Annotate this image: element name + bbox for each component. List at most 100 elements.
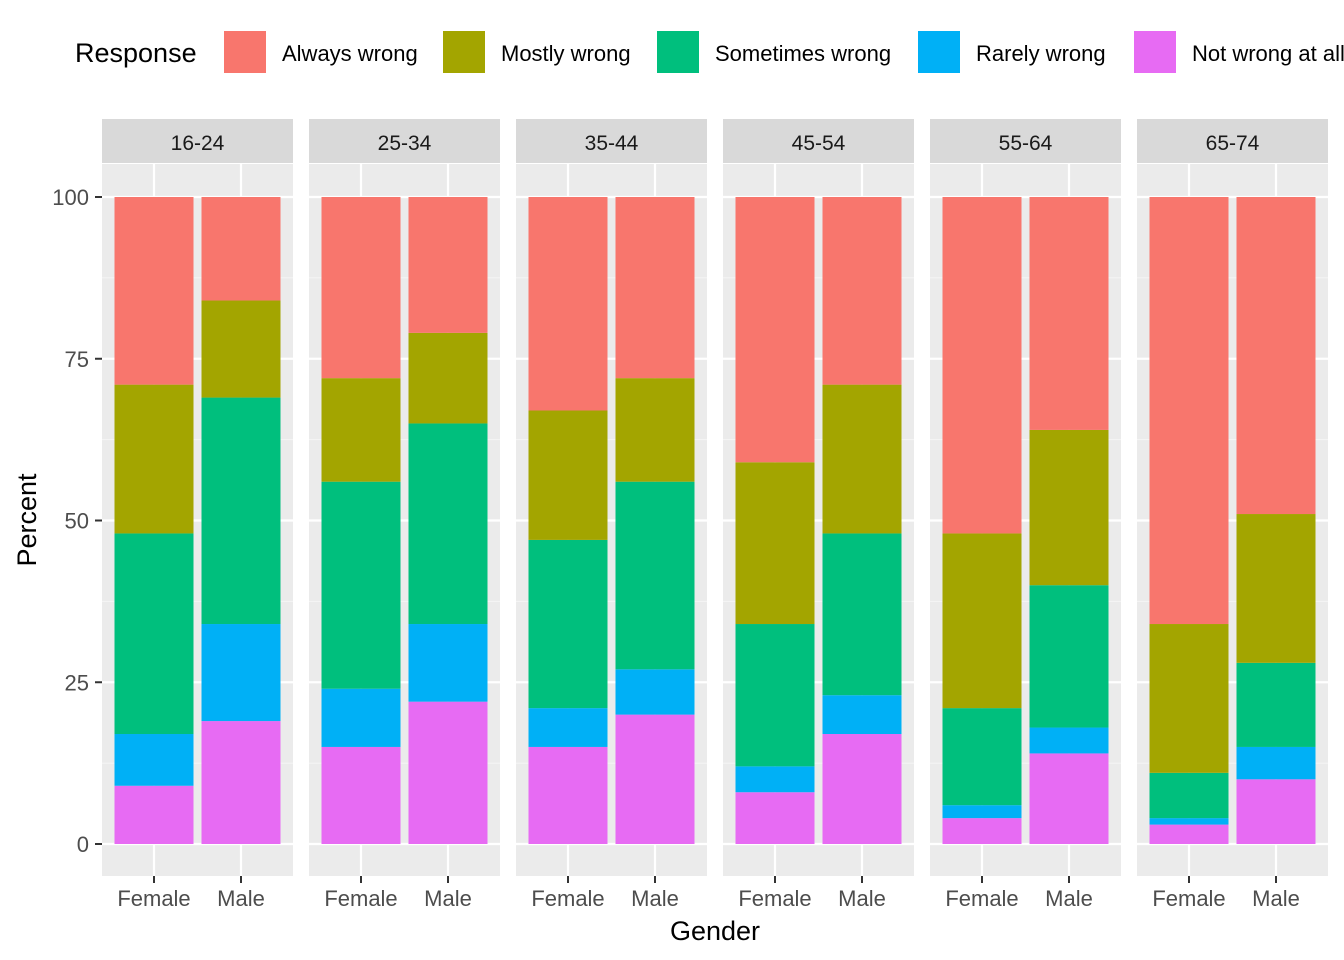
- bar-segment-35-44-female-rarely-wrong: [528, 708, 608, 747]
- bar-segment-16-24-male-sometimes-wrong: [201, 397, 281, 625]
- bar-segment-65-74-male-rarely-wrong: [1236, 746, 1316, 780]
- bar-segment-55-64-female-always-wrong: [942, 197, 1022, 534]
- bar-segment-65-74-male-always-wrong: [1236, 197, 1316, 515]
- facet-strip: [102, 119, 293, 163]
- bar-segment-45-54-female-not-wrong-at-all: [735, 792, 815, 844]
- bar-segment-25-34-female-sometimes-wrong: [321, 481, 401, 689]
- bar-segment-45-54-female-sometimes-wrong: [735, 624, 815, 767]
- bar-segment-65-74-male-mostly-wrong: [1236, 514, 1316, 663]
- y-tick-label: 75: [65, 347, 89, 372]
- bar-segment-45-54-female-rarely-wrong: [735, 766, 815, 793]
- bar-segment-45-54-male-not-wrong-at-all: [822, 734, 902, 844]
- legend-title: Response: [75, 38, 197, 68]
- facet-strip: [723, 119, 914, 163]
- bar-segment-16-24-female-rarely-wrong: [114, 734, 194, 786]
- bar-segment-65-74-male-not-wrong-at-all: [1236, 779, 1316, 844]
- bar-segment-35-44-male-mostly-wrong: [615, 378, 695, 482]
- facet-strip-label: 55-64: [999, 132, 1053, 155]
- bar-segment-25-34-male-mostly-wrong: [408, 332, 488, 424]
- facet-strip-label: 45-54: [792, 132, 846, 155]
- bar-segment-16-24-male-always-wrong: [201, 197, 281, 301]
- y-tick-label: 50: [65, 509, 89, 534]
- bar-segment-35-44-female-not-wrong-at-all: [528, 746, 608, 844]
- bar-segment-45-54-male-sometimes-wrong: [822, 533, 902, 696]
- facet-panel-16-24: 16-24 Female Male: [102, 119, 293, 911]
- bar-segment-45-54-female-mostly-wrong: [735, 462, 815, 625]
- legend-item-rarely-wrong: Rarely wrong: [918, 31, 1106, 73]
- facet-strip-label: 35-44: [585, 132, 639, 155]
- facet-strip-label: 16-24: [171, 132, 225, 155]
- x-tick-label: Female: [324, 886, 397, 911]
- x-tick-label: Female: [531, 886, 604, 911]
- bar-segment-16-24-female-always-wrong: [114, 197, 194, 385]
- x-axis-title: Gender: [670, 916, 760, 946]
- bar-segment-65-74-female-rarely-wrong: [1149, 818, 1229, 825]
- bar-segment-16-24-male-mostly-wrong: [201, 300, 281, 398]
- legend-item-not-wrong-at-all: Not wrong at all: [1134, 31, 1344, 73]
- y-tick-label: 100: [52, 185, 89, 210]
- bar-segment-35-44-female-sometimes-wrong: [528, 539, 608, 709]
- legend-key-mostly-wrong: [443, 31, 485, 73]
- facet-panel-25-34: 25-34 Female Male: [309, 119, 500, 911]
- bar-segment-16-24-female-sometimes-wrong: [114, 533, 194, 735]
- legend-label: Not wrong at all: [1192, 41, 1344, 66]
- bar-segment-16-24-male-not-wrong-at-all: [201, 721, 281, 844]
- facet-panel-55-64: 55-64 Female Male: [930, 119, 1121, 911]
- bar-segment-35-44-male-not-wrong-at-all: [615, 714, 695, 844]
- bar-segment-45-54-male-mostly-wrong: [822, 384, 902, 534]
- bar-segment-55-64-female-sometimes-wrong: [942, 708, 1022, 806]
- bar-segment-65-74-female-sometimes-wrong: [1149, 772, 1229, 819]
- facet-strip-label: 65-74: [1206, 132, 1260, 155]
- y-tick-label: 25: [65, 670, 89, 695]
- bar-segment-25-34-female-mostly-wrong: [321, 378, 401, 482]
- legend-label: Always wrong: [282, 41, 418, 66]
- bar-segment-45-54-male-always-wrong: [822, 197, 902, 385]
- bar-segment-35-44-female-always-wrong: [528, 197, 608, 411]
- bar-segment-55-64-male-rarely-wrong: [1029, 727, 1109, 754]
- x-tick-label: Male: [1252, 886, 1300, 911]
- legend-label: Sometimes wrong: [715, 41, 891, 66]
- bar-segment-45-54-male-rarely-wrong: [822, 695, 902, 735]
- y-tick-label: 0: [77, 832, 89, 857]
- bar-segment-16-24-female-not-wrong-at-all: [114, 785, 194, 844]
- bar-segment-25-34-female-rarely-wrong: [321, 688, 401, 747]
- facet-panel-35-44: 35-44 Female Male: [516, 119, 707, 911]
- facet-strip: [516, 119, 707, 163]
- bar-segment-55-64-male-mostly-wrong: [1029, 429, 1109, 586]
- bar-segment-16-24-female-mostly-wrong: [114, 384, 194, 534]
- bar-segment-55-64-male-sometimes-wrong: [1029, 585, 1109, 728]
- bar-segment-65-74-male-sometimes-wrong: [1236, 662, 1316, 747]
- bar-segment-65-74-female-not-wrong-at-all: [1149, 824, 1229, 844]
- facet-panel-65-74: 65-74 Female Male: [1137, 119, 1328, 911]
- x-tick-label: Male: [631, 886, 679, 911]
- legend-key-sometimes-wrong: [657, 31, 699, 73]
- legend-item-mostly-wrong: Mostly wrong: [443, 31, 631, 73]
- legend-key-not-wrong-at-all: [1134, 31, 1176, 73]
- bar-segment-25-34-female-always-wrong: [321, 197, 401, 379]
- bar-segment-65-74-female-mostly-wrong: [1149, 624, 1229, 773]
- facet-strip: [309, 119, 500, 163]
- x-tick-label: Female: [945, 886, 1018, 911]
- legend: Response Always wrong Mostly wrong Sometim…: [75, 31, 1344, 73]
- bar-segment-65-74-female-always-wrong: [1149, 197, 1229, 625]
- x-tick-label: Male: [217, 886, 265, 911]
- facet-panels: 16-24 Female Male 25-34 Female Male 35-44 Femal…: [102, 119, 1328, 911]
- facet-strip: [930, 119, 1121, 163]
- y-axis-title: Percent: [12, 473, 42, 567]
- legend-item-sometimes-wrong: Sometimes wrong: [657, 31, 891, 73]
- x-tick-label: Male: [838, 886, 886, 911]
- bar-segment-35-44-male-sometimes-wrong: [615, 481, 695, 670]
- y-axis: 0 25 50 75 100: [52, 185, 102, 857]
- bar-segment-25-34-male-rarely-wrong: [408, 624, 488, 702]
- bar-segment-25-34-male-not-wrong-at-all: [408, 701, 488, 844]
- bar-segment-45-54-female-always-wrong: [735, 197, 815, 463]
- x-tick-label: Female: [1152, 886, 1225, 911]
- bar-segment-35-44-male-rarely-wrong: [615, 669, 695, 715]
- bar-segment-16-24-male-rarely-wrong: [201, 624, 281, 722]
- bar-segment-55-64-male-always-wrong: [1029, 197, 1109, 430]
- bar-segment-55-64-female-mostly-wrong: [942, 533, 1022, 709]
- legend-label: Mostly wrong: [501, 41, 631, 66]
- facet-strip: [1137, 119, 1328, 163]
- bar-segment-25-34-female-not-wrong-at-all: [321, 746, 401, 844]
